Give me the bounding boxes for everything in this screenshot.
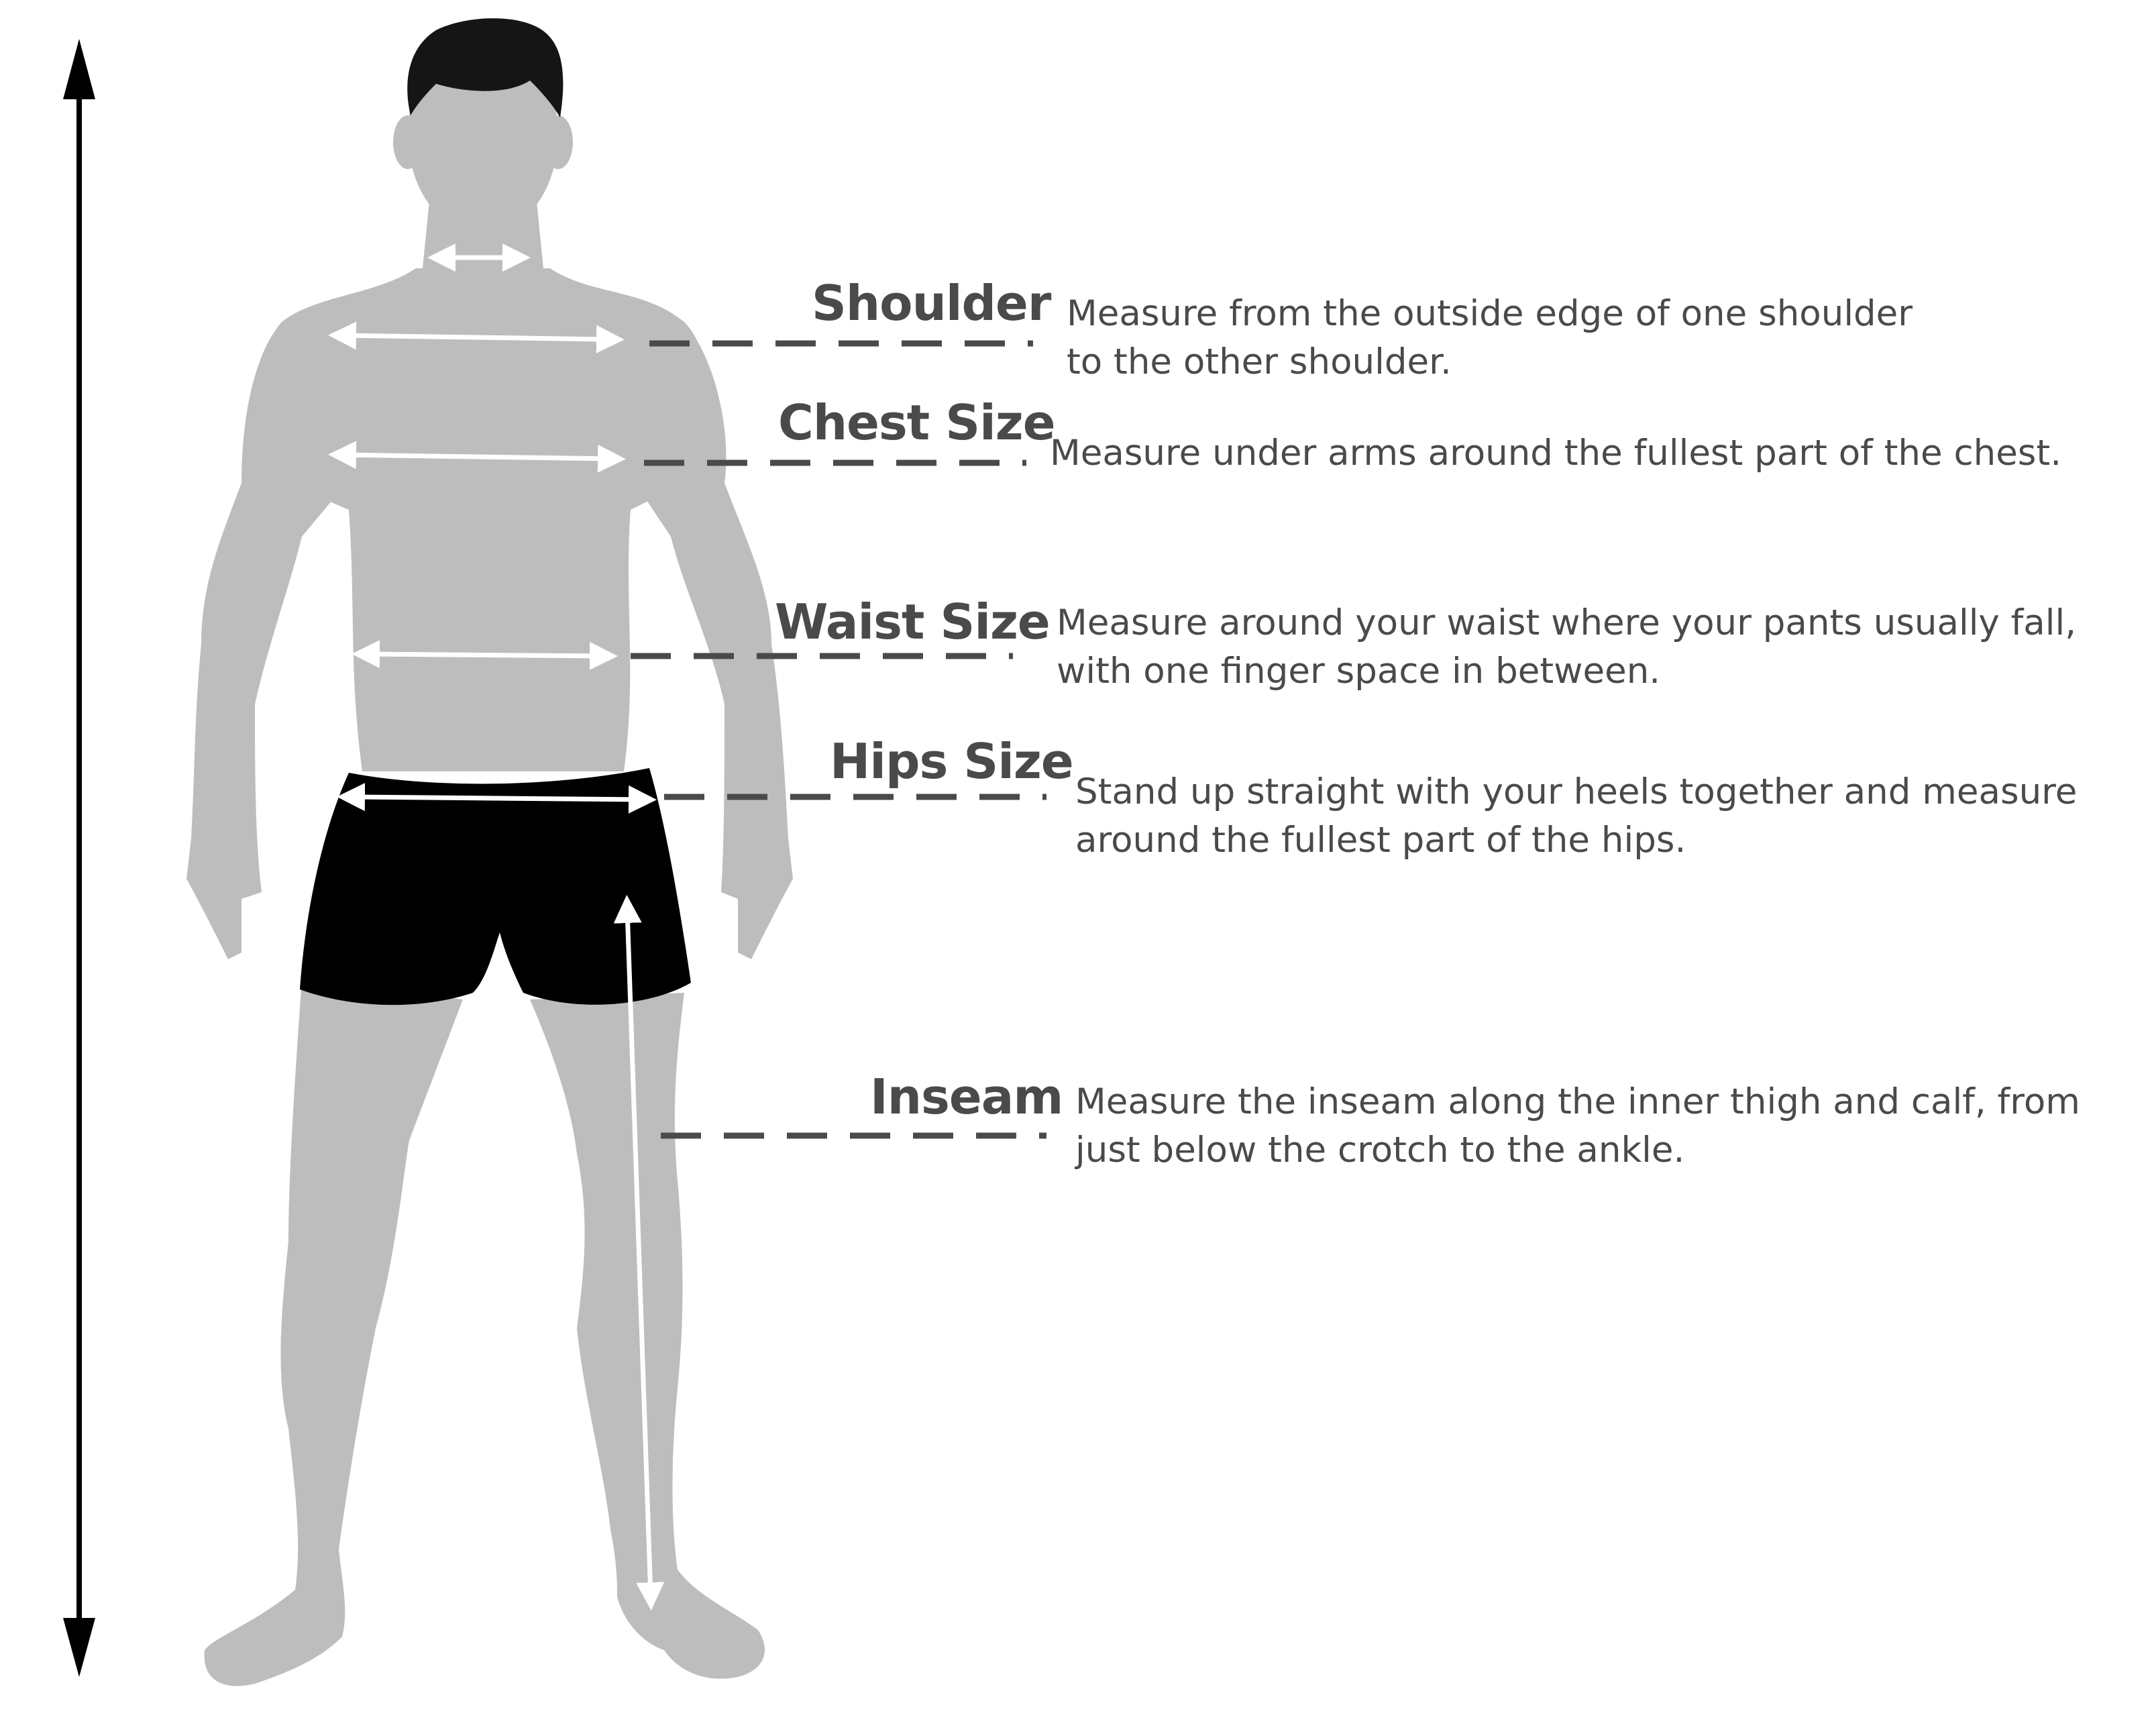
inseam-description: Measure the inseam along the inner thigh… [1075,1078,2080,1175]
hips-description: Stand up straight with your heels togeth… [1075,768,2077,865]
shorts-shape [300,768,691,1006]
chest-description-line-1: Measure under arms around the fullest pa… [1050,433,2062,474]
hips-description-line-2: around the fullest part of the hips. [1075,820,1686,861]
waist-description: Measure around your waist where your pan… [1057,599,2076,696]
waist-arrow-icon [352,640,618,670]
inseam-description-line-2: just below the crotch to the ankle. [1075,1130,1685,1171]
chest-arrow-icon [328,441,626,473]
measurement-arrows [328,243,665,1611]
shoulder-arrow-icon [328,321,625,354]
shoulder-title: Shoulder [812,275,1051,331]
waist-description-line-1: Measure around your waist where your pan… [1057,602,2077,643]
inseam-description-line-1: Measure the inseam along the inner thigh… [1075,1081,2080,1122]
waist-description-line-2: with one finger space in between. [1057,651,1661,692]
guide-lines [631,340,1046,1139]
shoulder-description-line-1: Measure from the outside edge of one sho… [1067,293,1913,334]
height-arrow-icon [63,39,95,1677]
waist-title: Waist Size [775,594,1051,650]
inseam-arrow-icon [613,895,665,1611]
hips-title: Hips Size [830,733,1074,790]
chest-description: Measure under arms around the fullest pa… [1050,429,2061,478]
shoulder-description-line-2: to the other shoulder. [1067,341,1452,382]
shoulder-description: Measure from the outside edge of one sho… [1067,290,1913,386]
hips-arrow-icon [337,783,657,814]
hair-shape [407,18,563,118]
hips-description-line-1: Stand up straight with your heels togeth… [1075,771,2078,812]
inseam-title: Inseam [870,1069,1063,1125]
chest-title: Chest Size [778,394,1056,451]
